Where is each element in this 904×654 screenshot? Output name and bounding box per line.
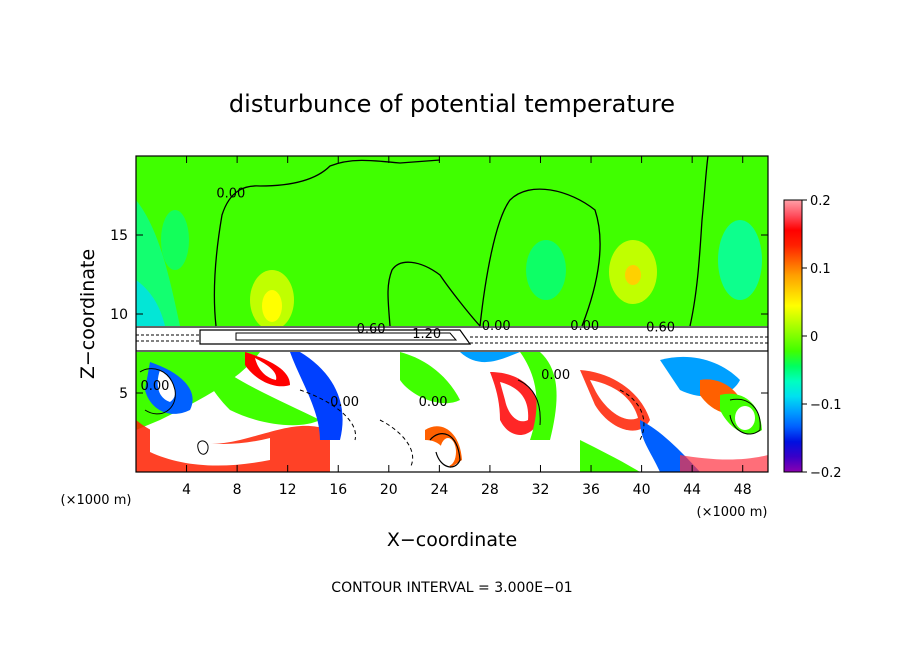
colorbar — [783, 199, 803, 473]
contour-line — [479, 188, 601, 327]
x-tick-label: 32 — [532, 482, 550, 498]
contour-line — [689, 156, 709, 327]
colorbar-tick-label: 0 — [810, 330, 818, 345]
colorbar-tick-label: 0.1 — [810, 262, 831, 277]
x-tick-label: 40 — [633, 482, 651, 498]
y-tick-label: 15 — [110, 228, 128, 244]
contour-label: 0.00 — [140, 379, 169, 394]
x-tick-label: 48 — [734, 482, 752, 498]
contour-line — [199, 329, 472, 345]
contour-line — [197, 440, 209, 455]
contour-label: 0.00 — [541, 368, 570, 383]
x-unit-label-right: (×1000 m) — [697, 505, 768, 520]
contour-line — [729, 398, 761, 435]
field-blob — [136, 280, 165, 326]
x-unit-label-left: (×1000 m) — [61, 493, 132, 508]
field-blob — [161, 210, 189, 270]
contour-line — [429, 433, 461, 468]
field-blob — [200, 352, 320, 426]
x-tick-label: 24 — [430, 482, 448, 498]
x-tick-label: 36 — [582, 482, 600, 498]
contour-label: 0.60 — [357, 322, 386, 337]
plot-area — [136, 156, 768, 472]
x-axis-ticks: 4 8 12 16 20 24 28 32 36 40 44 48 — [182, 156, 752, 498]
y-axis-label: Z−coordinate — [77, 249, 99, 379]
contour-line — [139, 368, 176, 415]
field-blob — [680, 455, 768, 472]
x-axis-label: X−coordinate — [387, 529, 517, 551]
contour-label: 0.60 — [646, 321, 675, 336]
contour-line — [299, 389, 356, 441]
field-blob — [460, 352, 520, 363]
field-blob — [400, 352, 460, 404]
field-blob — [500, 382, 529, 422]
contour-label: 0.00 — [216, 186, 245, 201]
x-tick-label: 8 — [233, 482, 242, 498]
field-blob — [520, 352, 557, 440]
contour-line — [136, 326, 768, 352]
contour-label: 0.00 — [330, 395, 359, 410]
contour-label: 1.20 — [412, 327, 441, 342]
contour-line — [619, 389, 645, 441]
contour-line — [235, 332, 458, 341]
x-tick-label: 4 — [182, 482, 191, 498]
contour-line — [136, 334, 768, 344]
field-blob — [262, 290, 282, 322]
field-blob — [590, 380, 638, 420]
y-axis-ticks: 5 10 15 — [110, 228, 768, 402]
contour-interval-note: CONTOUR INTERVAL = 3.000E−01 — [331, 580, 572, 596]
colorbar-tick-label: −0.1 — [810, 398, 842, 413]
field-blob — [580, 440, 640, 472]
contour-label: 0.00 — [482, 319, 511, 334]
upper-field — [136, 156, 768, 326]
contour-labels: 0.00 0.60 1.20 0.00 0.00 0.60 0.00 0.00 0.00 0.00 — [140, 186, 675, 410]
field-blob — [718, 220, 762, 300]
chart-title: disturbunce of potential temperature — [229, 90, 675, 118]
x-tick-label: 28 — [481, 482, 499, 498]
x-tick-label: 12 — [279, 482, 297, 498]
field-blob — [625, 265, 641, 285]
field-blob — [360, 352, 400, 460]
field-blob — [735, 406, 755, 430]
colorbar-ticks: 0.2 0.1 0 −0.1 −0.2 — [802, 194, 842, 481]
x-tick-label: 44 — [683, 482, 701, 498]
y-tick-label: 10 — [110, 307, 128, 323]
field-blob — [440, 438, 456, 466]
colorbar-tick-label: −0.2 — [810, 466, 842, 481]
x-tick-label: 20 — [380, 482, 398, 498]
contour-line — [213, 159, 441, 327]
colorbar-tick-label: 0.2 — [810, 194, 831, 209]
contour-line — [379, 419, 414, 469]
field-blob — [150, 428, 270, 466]
field-blob — [157, 370, 176, 402]
contour-line — [387, 261, 481, 327]
contour-line — [517, 379, 541, 426]
contour-label: 0.00 — [419, 395, 448, 410]
field-blob — [255, 358, 277, 380]
colorbar-fill — [784, 200, 802, 472]
x-tick-label: 16 — [329, 482, 347, 498]
y-tick-label: 5 — [119, 386, 128, 402]
contour-label: 0.00 — [570, 319, 599, 334]
field-blob — [526, 240, 566, 300]
